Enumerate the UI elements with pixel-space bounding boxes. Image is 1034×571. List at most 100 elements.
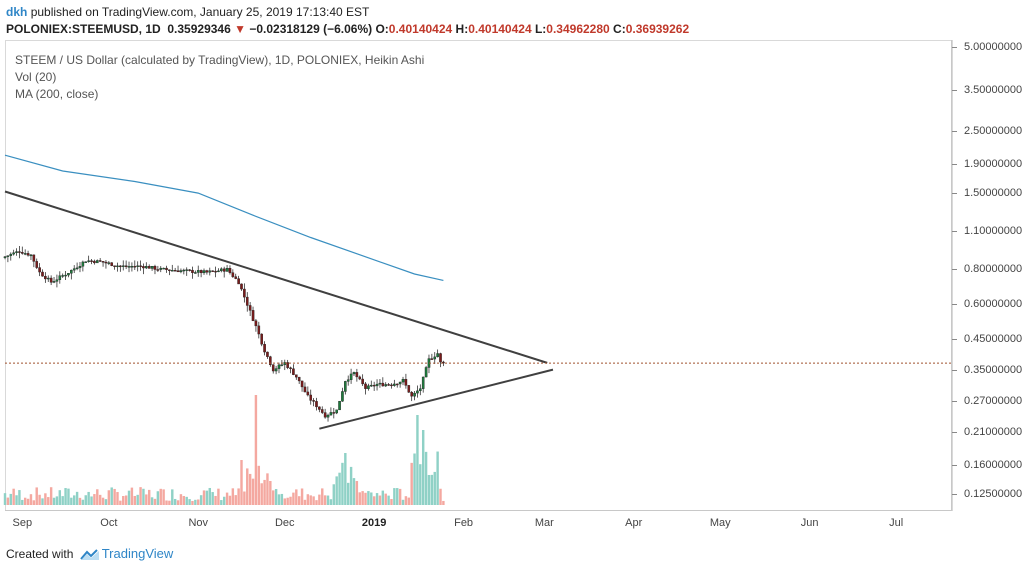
volume-bar [228, 495, 232, 505]
volume-bar [139, 487, 142, 505]
volume-bar [338, 472, 341, 505]
volume-bar [147, 489, 151, 505]
publish-info: dkh published on TradingView.com, Januar… [6, 5, 369, 19]
price-axis[interactable]: 5.00000000 3.50000000 2.50000000 1.90000000… [951, 40, 1034, 510]
legend-volume[interactable]: Vol (20) [15, 70, 57, 84]
candle-body [231, 272, 235, 277]
candle-body [173, 270, 177, 272]
volume-bar [364, 492, 367, 505]
candle-body [277, 364, 281, 369]
volume-bar [78, 497, 82, 505]
tradingview-logo-icon [79, 549, 99, 560]
candle-body [341, 391, 344, 402]
candle-body [248, 305, 252, 311]
volume-bar [398, 488, 402, 505]
volume-bar [127, 490, 131, 505]
volume-bar [142, 488, 145, 505]
volume-bar [145, 494, 148, 505]
author-name[interactable]: dkh [6, 5, 28, 19]
volume-bar [263, 479, 266, 505]
volume-bar [430, 474, 434, 505]
candle-body [225, 268, 229, 272]
volume-bar [58, 490, 62, 505]
volume-bar [439, 488, 442, 505]
volume-bar [153, 498, 157, 505]
candle-body [194, 272, 197, 274]
candle-body [26, 253, 30, 256]
volume-bar [240, 460, 243, 505]
volume-bar [162, 489, 165, 505]
volume-bar [191, 500, 194, 505]
volume-bar [64, 488, 67, 505]
candle-body [424, 367, 428, 378]
close-value: 0.36939262 [625, 22, 690, 36]
candle-body [300, 380, 304, 388]
candle-body [130, 265, 134, 268]
ma200-line [4, 154, 444, 281]
candle-body [349, 373, 353, 380]
price-tick-label: 0.12500000 [951, 488, 1023, 501]
volume-bar [318, 494, 321, 505]
volume-bar [416, 415, 419, 505]
volume-bar [332, 484, 336, 505]
time-axis[interactable]: Sep Oct Nov Dec 2019 Feb Mar Apr May Jun Jul [5, 510, 952, 536]
candle-body [44, 275, 47, 280]
volume-bar [165, 500, 168, 505]
volume-bar [286, 497, 289, 505]
legend-title: STEEM / US Dollar (calculated by Trading… [15, 53, 425, 67]
volume-bar [280, 493, 284, 505]
volume-bar [424, 451, 428, 505]
candle-body [49, 277, 53, 283]
candle-body [266, 351, 269, 357]
candle-body [286, 362, 289, 368]
volume-bar [433, 471, 436, 505]
time-tick-label: Oct [100, 517, 118, 529]
open-label: O: [375, 22, 389, 36]
time-tick-label: Jun [800, 517, 819, 529]
volume-bar [107, 490, 111, 505]
volume-bar [220, 500, 223, 505]
candle-body [430, 358, 434, 360]
candle-body [251, 310, 255, 321]
volume-bar [300, 488, 304, 505]
candle-body [202, 270, 206, 274]
change-value: −0.02318129 (−6.06%) [249, 22, 373, 36]
high-label: H: [455, 22, 469, 36]
volume-bar [81, 499, 85, 505]
candle-body [338, 400, 341, 411]
candle-body [289, 367, 292, 369]
volume-bar [257, 465, 261, 505]
candle-body [93, 260, 96, 264]
last-price: 0.35929346 [167, 22, 231, 36]
candle-body [23, 253, 27, 255]
volume-bar [306, 494, 310, 505]
candle-body [329, 412, 333, 416]
candle-body [191, 269, 194, 273]
volume-bar [130, 487, 134, 505]
candle-body [95, 260, 99, 264]
volume-bar [260, 483, 263, 505]
volume-bar [182, 496, 186, 505]
volume-bar [21, 499, 24, 505]
candle-body [398, 381, 402, 385]
candle-body [433, 356, 437, 360]
candle-body [240, 283, 243, 290]
candle-body [6, 255, 10, 257]
legend-ma[interactable]: MA (200, close) [15, 87, 99, 101]
price-tick-label: 1.90000000 [951, 158, 1023, 171]
chart-frame[interactable] [5, 40, 953, 511]
volume-bar [396, 488, 399, 505]
volume-bar [113, 488, 116, 505]
volume-bar [12, 488, 15, 505]
time-tick-label: 2019 [361, 517, 387, 529]
candle-body [335, 409, 338, 414]
tradingview-brand[interactable]: TradingView [101, 546, 174, 561]
candle-body [315, 401, 318, 408]
candle-body [121, 265, 125, 267]
volume-bar [171, 489, 174, 505]
volume-bar [23, 497, 27, 505]
candle-body [156, 269, 160, 271]
volume-bar [41, 498, 44, 505]
volume-bar [98, 494, 102, 505]
